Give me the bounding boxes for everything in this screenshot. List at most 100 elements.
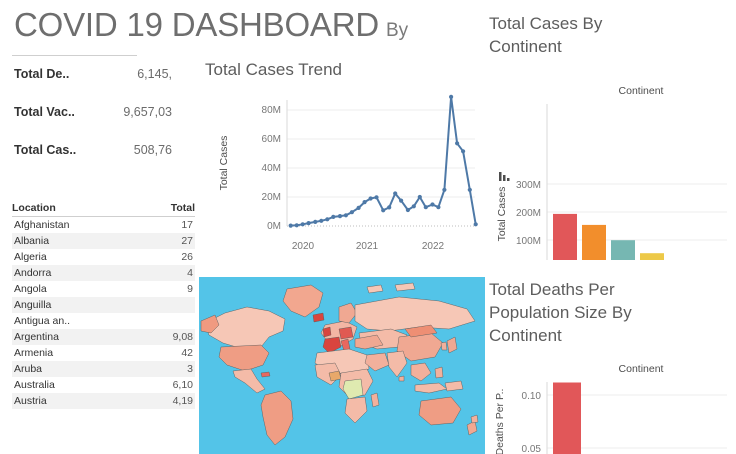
line-chart-point[interactable] (423, 205, 428, 210)
table-header-row: Location Total (12, 200, 195, 217)
column-header-location[interactable]: Location (12, 202, 56, 214)
line-chart-point[interactable] (337, 214, 343, 219)
table-cell-location: Albania (14, 235, 50, 247)
line-chart-point[interactable] (313, 219, 318, 224)
bar-chart-cases-x-axis-title: Continent (619, 85, 664, 97)
left-panel: Total De.. 6,145, Total Vac.. 9,657,03 T… (0, 55, 195, 454)
table-row[interactable]: Anguilla (12, 297, 195, 313)
table-row[interactable]: Albania 27 (12, 233, 195, 249)
bar-chart-cases-bar[interactable] (611, 240, 635, 260)
table-cell-total: 9,08 (172, 331, 193, 343)
line-chart-point[interactable] (442, 187, 447, 192)
table-cell-total: 42 (181, 347, 193, 359)
bar-chart-cases-bar[interactable] (640, 253, 664, 260)
bar-chart-deaths-x-axis-title: Continent (619, 363, 664, 375)
line-chart-point[interactable] (306, 221, 311, 226)
table-row[interactable]: Armenia 42 (12, 345, 195, 361)
line-chart-point[interactable] (436, 205, 441, 210)
line-chart-point[interactable] (405, 207, 410, 213)
table-cell-location: Anguilla (14, 299, 52, 311)
world-map-panel[interactable] (199, 277, 485, 454)
line-chart-point[interactable] (331, 214, 336, 219)
bar-chart-cases-bar[interactable] (582, 224, 606, 260)
line-chart-svg[interactable]: 80M 60M 40M 20M 0M Total Cases 2020 2021… (199, 92, 485, 260)
line-chart-y-axis-title: Total Cases (218, 136, 230, 191)
kpi-total-cases[interactable]: Total Cas.. 508,76 (0, 143, 195, 181)
bar-chart-deaths-bars[interactable] (553, 382, 617, 454)
line-chart-point[interactable] (349, 210, 354, 215)
bar-chart-cases-panel: Total Cases By Continent Continent Total… (489, 12, 736, 260)
table-cell-total: 4,19 (172, 395, 193, 407)
line-chart-point[interactable] (325, 217, 330, 222)
kpi-total-deaths[interactable]: Total De.. 6,145, (0, 67, 195, 105)
line-chart-panel: Total Cases Trend 80M 60M 40M 20M 0M Tot… (199, 60, 485, 260)
kpi-total-vaccinations[interactable]: Total Vac.. 9,657,03 (0, 105, 195, 143)
table-row[interactable]: Algeria 26 (12, 249, 195, 265)
page-title: COVID 19 DASHBOARD (14, 6, 379, 43)
table-cell-total: 3 (187, 363, 193, 375)
table-cell-location: Antigua an.. (14, 315, 71, 327)
map-landmasses (200, 282, 479, 446)
line-chart-point[interactable] (473, 222, 478, 227)
table-cell-total: 27 (181, 235, 193, 247)
line-chart-point[interactable] (300, 222, 305, 227)
table-row[interactable]: Afghanistan 17 (12, 217, 195, 233)
line-chart-point[interactable] (387, 205, 392, 210)
line-chart-point[interactable] (411, 204, 416, 209)
line-chart-point[interactable] (399, 198, 404, 203)
line-chart-point[interactable] (362, 200, 367, 205)
line-chart-y-ticks: 80M 60M 40M 20M 0M (262, 105, 281, 232)
bar-chart-cases-svg[interactable]: Continent Total Cases 300M 200M 100 (489, 74, 736, 260)
svg-text:100M: 100M (516, 236, 541, 247)
table-row[interactable]: Antigua an.. (12, 313, 195, 329)
line-chart-x-ticks: 2020 2021 2022 (292, 241, 445, 252)
line-chart-point[interactable] (393, 191, 398, 196)
line-chart-point[interactable] (294, 223, 299, 228)
bar-chart-deaths-bar[interactable] (553, 382, 581, 454)
bar-chart-deaths-y-axis-title: Deaths Per P.. (494, 389, 506, 454)
table-cell-location: Algeria (14, 251, 47, 263)
table-cell-total: 4 (187, 267, 193, 279)
bar-chart-cases-bar[interactable] (553, 213, 577, 260)
table-row[interactable]: Australia 6,10 (12, 377, 195, 393)
table-row[interactable]: Argentina 9,08 (12, 329, 195, 345)
column-header-total[interactable]: Total (170, 202, 195, 214)
kpi-value: 6,145, (137, 67, 172, 81)
bar-chart-cases-bars[interactable] (553, 213, 722, 260)
line-chart-point[interactable] (381, 208, 386, 213)
bar-chart-deaths-svg[interactable]: Continent Deaths Per P.. 0.10 0.05 (489, 360, 736, 454)
bar-chart-cases-y-axis-title: Total Cases (496, 187, 508, 242)
table-cell-location: Armenia (14, 347, 54, 359)
table-body[interactable]: Afghanistan 17 Albania 27 Algeria 26 Andorra 4 A… (12, 217, 195, 409)
table-row[interactable]: Angola 9 (12, 281, 195, 297)
line-chart-point[interactable] (467, 187, 472, 192)
line-chart-point[interactable] (417, 194, 422, 200)
line-chart-title: Total Cases Trend (205, 60, 343, 79)
table-cell-location: Angola (14, 283, 47, 295)
line-chart-points (288, 94, 478, 228)
world-map-svg[interactable] (199, 277, 485, 454)
line-chart-point[interactable] (430, 202, 435, 207)
line-chart-point[interactable] (288, 223, 293, 228)
line-chart-point[interactable] (343, 213, 348, 218)
line-chart-point[interactable] (455, 141, 460, 146)
svg-text:60M: 60M (262, 134, 281, 145)
table-cell-location: Austria (14, 395, 47, 407)
svg-text:200M: 200M (516, 208, 541, 219)
kpi-value: 508,76 (133, 143, 172, 157)
svg-text:300M: 300M (516, 180, 541, 191)
line-chart-point[interactable] (368, 196, 373, 201)
line-chart-point[interactable] (319, 218, 324, 223)
table-row[interactable]: Andorra 4 (12, 265, 195, 281)
table-cell-total: 17 (181, 219, 193, 231)
sort-descending-icon[interactable] (499, 172, 510, 181)
table-row[interactable]: Aruba 3 (12, 361, 195, 377)
svg-text:40M: 40M (262, 163, 281, 174)
line-chart-point[interactable] (356, 205, 361, 210)
svg-text:0.05: 0.05 (522, 444, 542, 454)
table-row[interactable]: Austria 4,19 (12, 393, 195, 409)
line-chart-point[interactable] (374, 195, 379, 200)
line-chart-point[interactable] (449, 94, 454, 99)
line-chart-point[interactable] (461, 149, 466, 154)
